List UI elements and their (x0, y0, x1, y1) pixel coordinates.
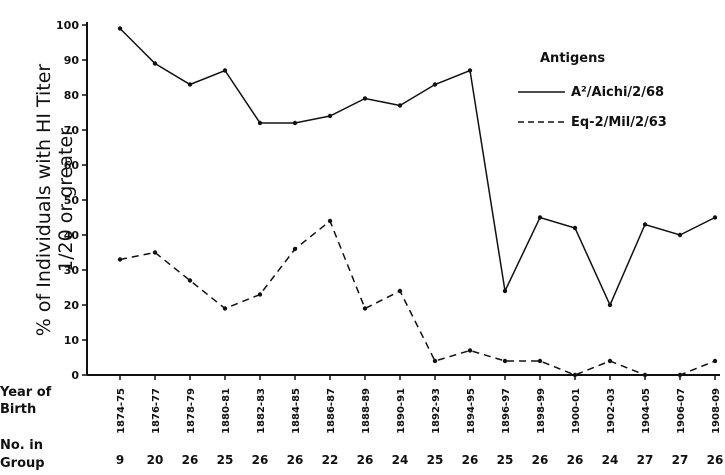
group-count-1906-07: 27 (672, 453, 689, 467)
group-count-1882-83: 26 (252, 453, 269, 467)
y-tick-label-20: 20 (64, 299, 80, 312)
series-line-2 (119, 219, 716, 376)
y-tick-label-80: 80 (64, 89, 80, 102)
y-tick-label-40: 40 (64, 229, 80, 242)
x-tick-label-1900-01: 1900-01 (571, 388, 582, 434)
x-tick-label-1906-07: 1906-07 (676, 388, 687, 434)
x-tick-label-1886-87: 1886-87 (326, 388, 337, 434)
x-row-label-1: Year of (0, 385, 52, 400)
group-count-1888-89: 26 (357, 453, 374, 467)
x-tick-label-1880-81: 1880-81 (221, 388, 232, 434)
group-count-1898-99: 26 (532, 453, 549, 467)
data-point-series-2-1886-87 (327, 218, 333, 224)
y-tick-label-50: 50 (64, 194, 80, 207)
count-row-label-2: Group (0, 456, 45, 471)
data-point-series-2-1878-79 (187, 278, 193, 283)
y-axis-label-line-2: 1/20 or greater (55, 128, 77, 272)
data-point-series-2-1882-83 (257, 292, 263, 297)
x-tick-label-1892-93: 1892-93 (431, 388, 442, 434)
x-tick-label-1902-03: 1902-03 (606, 388, 617, 434)
data-point-series-1-1876-77 (152, 61, 158, 66)
data-point-series-1-1902-03 (607, 302, 613, 308)
data-point-series-2-1898-99 (537, 358, 543, 364)
data-point-series-2-1908-09 (712, 358, 718, 364)
y-tick-label-0: 0 (71, 369, 79, 382)
data-point-series-1-1894-95 (467, 68, 473, 73)
data-point-series-2-1896-97 (502, 358, 508, 364)
series-line-1 (119, 27, 716, 307)
data-point-series-2-1892-93 (432, 358, 438, 364)
x-tick-label-1888-89: 1888-89 (361, 388, 372, 434)
data-point-series-1-1908-09 (712, 215, 718, 220)
data-point-series-2-1894-95 (467, 348, 473, 353)
x-tick-label-1894-95: 1894-95 (466, 388, 477, 434)
data-point-series-1-1874-75 (117, 26, 123, 31)
y-tick-label-90: 90 (64, 54, 80, 67)
x-tick-label-1878-79: 1878-79 (186, 388, 197, 434)
y-axis-label-line-1: % of Individuals with HI Titer (33, 64, 55, 337)
y-tick-label-30: 30 (64, 264, 80, 277)
axes (86, 22, 720, 376)
data-point-series-2-1890-91 (397, 288, 403, 294)
group-count-1894-95: 26 (462, 453, 479, 467)
data-point-series-2-1888-89 (362, 306, 368, 311)
data-point-series-1-1882-83 (257, 120, 263, 126)
data-point-series-1-1896-97 (502, 288, 508, 294)
legend-title: Antigens (540, 51, 605, 66)
x-tick-label-1874-75: 1874-75 (116, 388, 127, 434)
group-count-1876-77: 20 (147, 453, 164, 467)
group-count-1896-97: 25 (497, 453, 514, 467)
group-count-1878-79: 26 (182, 453, 199, 467)
data-point-series-1-1900-01 (572, 225, 578, 231)
group-count-1900-01: 26 (567, 453, 584, 467)
x-tick-labels: 1874-75 1876-77 1878-79 1880-81 1882-83 1884-… (116, 375, 722, 434)
x-tick-label-1908-09: 1908-09 (711, 388, 722, 434)
data-point-series-2-1876-77 (152, 250, 158, 255)
x-tick-label-1898-99: 1898-99 (536, 388, 547, 434)
data-point-series-1-1886-87 (327, 113, 333, 119)
y-tick-label-60: 60 (64, 159, 80, 172)
y-tick-label-100: 100 (56, 19, 79, 32)
group-count-1908-09: 26 (707, 453, 724, 467)
data-point-series-2-1902-03 (607, 358, 613, 364)
x-tick-label-1890-91: 1890-91 (396, 388, 407, 434)
x-tick-label-1896-97: 1896-97 (501, 388, 512, 434)
x-tick-label-1876-77: 1876-77 (151, 388, 162, 434)
x-tick-label-1882-83: 1882-83 (256, 388, 267, 434)
data-point-series-1-1890-91 (397, 103, 403, 108)
x-tick-label-1884-85: 1884-85 (291, 388, 302, 434)
group-count-1892-93: 25 (427, 453, 444, 467)
data-point-series-1-1880-81 (222, 68, 228, 73)
group-count-1890-91: 24 (392, 453, 409, 467)
group-count-1874-75: 9 (116, 453, 124, 467)
y-tick-label-70: 70 (64, 124, 80, 137)
data-point-series-1-1906-07 (677, 232, 683, 238)
data-point-series-1-1884-85 (292, 120, 298, 126)
group-count-1884-85: 26 (287, 453, 304, 467)
y-ticks: 0 10 20 30 40 50 60 70 80 90 100 (56, 19, 87, 382)
y-tick-label-10: 10 (64, 334, 80, 347)
group-counts: 9 20 26 25 26 26 22 26 24 25 26 25 26 26 24 27 27 26 (116, 453, 724, 467)
data-point-series-2-1884-85 (292, 246, 298, 252)
data-point-series-1-1898-99 (537, 215, 543, 220)
data-point-series-2-1880-81 (222, 306, 228, 311)
series-layer (117, 26, 718, 378)
x-row-label-2: Birth (0, 402, 36, 417)
data-point-series-1-1904-05 (642, 222, 648, 227)
data-point-series-1-1892-93 (432, 82, 438, 87)
group-count-1902-03: 24 (602, 453, 619, 467)
legend: Antigens A²/Aichi/2/68 Eq-2/Mil/2/63 (518, 51, 667, 130)
data-point-series-1-1888-89 (362, 96, 368, 101)
group-count-1904-05: 27 (637, 453, 654, 467)
group-count-1886-87: 22 (322, 453, 339, 467)
x-tick-label-1904-05: 1904-05 (641, 388, 652, 434)
legend-label-series-1: A²/Aichi/2/68 (571, 85, 664, 100)
count-row-label-1: No. in (0, 438, 43, 453)
group-count-1880-81: 25 (217, 453, 234, 467)
data-point-series-1-1878-79 (187, 82, 193, 87)
legend-label-series-2: Eq-2/Mil/2/63 (571, 115, 667, 130)
data-point-series-2-1874-75 (117, 257, 123, 262)
